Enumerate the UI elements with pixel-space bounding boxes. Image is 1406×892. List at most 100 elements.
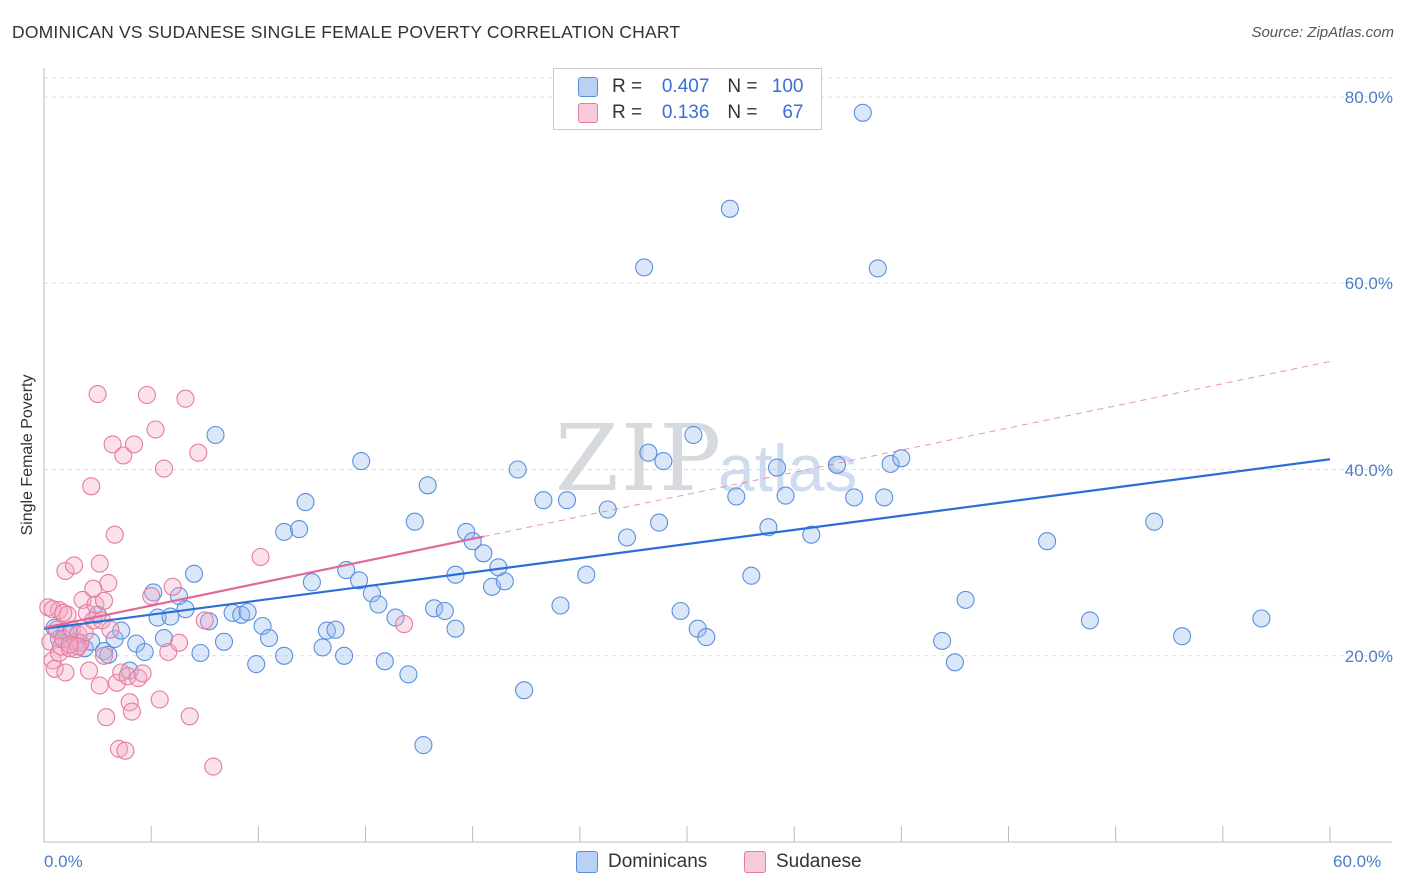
dominicans-point [238, 602, 257, 622]
axes [43, 68, 1392, 843]
sudanese-point [142, 587, 161, 606]
dominicans-point [557, 491, 577, 510]
dominicans-point [759, 518, 778, 537]
dominicans-point [206, 425, 225, 445]
dominicans-point [1080, 611, 1099, 630]
dominicans-point [1145, 512, 1164, 531]
dominicans-point [727, 487, 746, 506]
dominicans-point [495, 572, 514, 591]
sudanese-point [56, 663, 75, 682]
y-tick-label: 20.0% [1344, 646, 1393, 666]
dominicans-point [326, 620, 345, 639]
series-legend: Dominicans Sudanese [0, 851, 1406, 877]
source-label: Source: ZipAtlas.com [1251, 24, 1394, 41]
r-label: R = [612, 102, 643, 123]
dominicans-point [446, 619, 465, 638]
dominicans-point [933, 631, 952, 650]
dominicans-point [214, 632, 234, 651]
sudanese-point [101, 620, 120, 639]
dominicans-point [881, 454, 900, 473]
sudanese-point [88, 385, 107, 404]
sudanese-point [60, 635, 79, 654]
dominicans-point [375, 652, 394, 671]
dominicans-point [508, 460, 527, 479]
dominicans-point [534, 491, 553, 510]
sudanese-point [97, 708, 116, 727]
dominicans-point [639, 443, 658, 462]
sudanese-point [150, 690, 169, 709]
n-value: 67 [782, 102, 804, 123]
n-label: N = [727, 76, 758, 97]
n-label: N = [727, 102, 758, 123]
dominicans-point [868, 259, 887, 278]
dominicans-point [654, 452, 673, 471]
sudanese-point [114, 446, 133, 465]
legend-item-dominicans[interactable]: Dominicans [576, 851, 707, 873]
stats-legend: R = 0.407 N = 100 R = 0.136 N = 67 [553, 68, 822, 130]
dominicans-point [474, 544, 493, 563]
dominicans-point [720, 199, 739, 218]
dominicans-point [399, 665, 418, 684]
grid-lines [44, 77, 1392, 657]
x-tick-max: 60.0% [1333, 852, 1382, 871]
dominicans-point [892, 449, 911, 468]
x-tick-min: 0.0% [44, 852, 83, 871]
trend-lines [43, 360, 1331, 630]
dominicans-point [275, 522, 294, 541]
sudanese-point [79, 661, 99, 680]
dominicans-point [577, 565, 596, 584]
r-value: 0.136 [661, 102, 710, 123]
chart-title: DOMINICAN VS SUDANESE SINGLE FEMALE POVE… [12, 22, 681, 42]
dominicans-point [275, 646, 294, 665]
dominicans-point [650, 513, 669, 532]
dominicans-point [435, 601, 454, 621]
sudanese-point [56, 561, 75, 581]
pink-swatch [744, 851, 766, 873]
sudanese-point [395, 615, 414, 634]
dominicans-point [313, 638, 332, 657]
sudanese-point [103, 435, 122, 454]
n-value: 100 [771, 76, 804, 97]
blue-swatch [578, 77, 598, 97]
dominicans-point [802, 525, 821, 544]
y-tick-label: 60.0% [1344, 274, 1393, 294]
dominicans-point [247, 655, 266, 674]
legend-label: Sudanese [776, 851, 862, 872]
sudanese-point [94, 591, 114, 610]
dominicans-point [405, 512, 424, 531]
legend-label: Dominicans [608, 851, 708, 872]
dominicans-point [671, 601, 690, 621]
dominicans-point [515, 681, 534, 700]
sudanese-point [180, 707, 199, 726]
stats-row-dominicans: R = 0.407 N = 100 [578, 75, 804, 99]
blue-swatch [576, 851, 598, 873]
sudanese-point [90, 554, 109, 573]
dominicans-point [335, 646, 354, 665]
dominicans-point [135, 642, 154, 662]
sudanese-point [116, 741, 135, 760]
sudanese-point [133, 664, 152, 683]
dominicans-point [776, 486, 795, 505]
dominicans-point [352, 452, 371, 471]
dominicans-point [184, 564, 204, 583]
dominicans-point [875, 488, 894, 507]
sudanese-point [86, 595, 105, 614]
dominicans-point [369, 595, 388, 614]
dominicans-point [635, 258, 654, 277]
dominicans-point [684, 425, 703, 445]
stats-row-sudanese: R = 0.136 N = 67 [578, 101, 804, 125]
legend-item-sudanese[interactable]: Sudanese [744, 851, 862, 873]
dominicans-point [945, 653, 964, 672]
sudanese-point [137, 385, 156, 405]
dominicans-point [742, 566, 761, 585]
y-axis-label: Single Female Poverty [19, 374, 36, 536]
sudanese-point [163, 577, 182, 596]
dominicans-point [767, 458, 787, 477]
data-points [39, 103, 1271, 776]
r-value: 0.407 [661, 76, 710, 97]
sudanese-point [124, 435, 144, 454]
dominicans-point [1038, 532, 1057, 551]
sudanese-point [109, 739, 129, 758]
sudanese-point [94, 646, 114, 665]
